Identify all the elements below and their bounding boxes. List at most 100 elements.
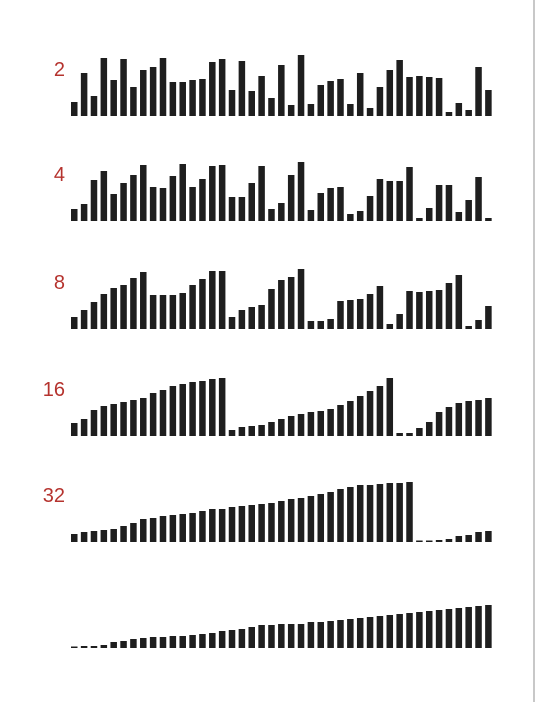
bar <box>366 391 374 436</box>
bar <box>475 177 482 221</box>
bar <box>386 181 394 221</box>
bar <box>327 621 334 648</box>
bar <box>228 630 236 648</box>
bar <box>287 499 295 542</box>
row-label: 16 <box>43 379 65 401</box>
chart-row-2: 4 <box>54 162 492 221</box>
bar <box>179 293 186 329</box>
bar <box>297 414 305 436</box>
bar <box>130 523 137 542</box>
bar <box>475 606 482 648</box>
bar <box>209 379 216 436</box>
bar <box>248 505 255 542</box>
bar <box>425 208 433 221</box>
bar <box>100 645 108 648</box>
bar <box>455 212 463 221</box>
bar <box>149 637 157 648</box>
row-label: 2 <box>54 59 65 81</box>
bar <box>475 400 482 436</box>
bar <box>130 87 137 116</box>
row-label: 32 <box>43 485 65 507</box>
bar <box>455 103 463 116</box>
bar <box>90 180 98 221</box>
bar <box>307 104 315 116</box>
bar <box>465 607 472 648</box>
bar <box>209 166 216 221</box>
bar <box>416 428 423 436</box>
bar <box>297 498 305 542</box>
bar <box>218 631 226 648</box>
bar <box>149 518 157 542</box>
bar <box>140 70 147 116</box>
bar <box>169 176 177 221</box>
bar <box>169 636 177 648</box>
bar <box>297 162 305 221</box>
bar <box>120 285 127 329</box>
bar <box>238 310 246 329</box>
chart-row-4: 16 <box>43 378 492 436</box>
bar <box>149 67 157 116</box>
bar <box>287 175 295 221</box>
bar <box>199 79 206 116</box>
bar <box>278 419 285 436</box>
bar <box>218 271 226 329</box>
bar <box>140 638 147 648</box>
bar <box>287 624 295 648</box>
bar <box>189 513 196 542</box>
bar <box>435 610 443 648</box>
bar <box>366 108 374 116</box>
bar <box>356 73 364 116</box>
bar <box>435 540 443 542</box>
bar <box>356 485 364 542</box>
bar <box>80 419 88 436</box>
bar <box>297 269 305 329</box>
bar <box>209 509 216 542</box>
bar <box>396 181 403 221</box>
bar <box>248 183 255 221</box>
bar <box>347 487 354 542</box>
bar <box>337 489 344 542</box>
bar <box>337 620 344 648</box>
bar <box>307 412 315 436</box>
bar <box>169 82 177 116</box>
bar <box>347 104 354 116</box>
bar <box>445 539 453 542</box>
bar <box>110 288 117 329</box>
bar <box>258 425 265 436</box>
bar <box>396 483 403 542</box>
bar <box>337 301 344 329</box>
bar <box>71 534 78 542</box>
bar <box>317 321 325 329</box>
bar <box>435 290 443 329</box>
bar <box>80 204 88 221</box>
bar <box>485 306 492 329</box>
bar <box>110 80 117 116</box>
bar <box>258 625 265 648</box>
bar <box>327 409 334 436</box>
bar <box>199 381 206 436</box>
bar <box>396 433 403 436</box>
row-label: 4 <box>54 164 65 186</box>
bar <box>100 406 108 436</box>
bar <box>248 307 255 329</box>
bar <box>317 193 325 221</box>
bar <box>258 76 265 116</box>
bar <box>218 509 226 542</box>
row-label: 8 <box>54 272 65 294</box>
bar <box>228 430 236 436</box>
bar <box>327 188 334 221</box>
bar <box>268 625 275 648</box>
bar <box>416 76 423 116</box>
bar <box>130 278 137 329</box>
bar <box>140 398 147 436</box>
bar <box>475 320 482 329</box>
bar <box>149 393 157 436</box>
bar <box>455 536 463 542</box>
bar <box>248 91 255 116</box>
bar <box>140 519 147 542</box>
bar <box>455 275 463 329</box>
bar <box>465 535 472 542</box>
bar <box>366 196 374 221</box>
bar <box>179 636 186 648</box>
